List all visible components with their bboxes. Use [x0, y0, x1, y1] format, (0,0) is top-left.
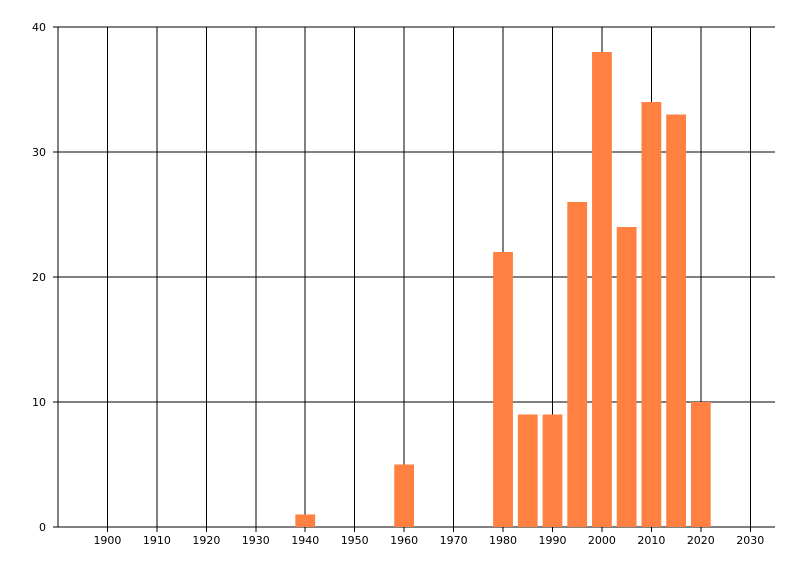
x-tick-label: 1980: [489, 534, 517, 547]
x-tick-label: 1970: [440, 534, 468, 547]
x-tick-label: 1950: [341, 534, 369, 547]
y-tick-label: 10: [32, 396, 46, 409]
x-tick-label: 2010: [637, 534, 665, 547]
bar: [493, 252, 513, 527]
x-tick-label: 2020: [687, 534, 715, 547]
bar: [690, 402, 711, 527]
x-tick-label: 1900: [93, 534, 121, 547]
y-tick-label: 40: [32, 21, 46, 34]
x-tick-label: 1920: [192, 534, 220, 547]
x-tick-label: 1910: [143, 534, 171, 547]
x-tick-label: 1930: [242, 534, 270, 547]
bar: [295, 514, 316, 527]
bar: [542, 414, 563, 527]
y-tick-label: 0: [39, 521, 46, 534]
y-tick-label: 20: [32, 271, 46, 284]
x-tick-label: 2030: [736, 534, 764, 547]
bar: [592, 52, 612, 527]
bar: [394, 464, 415, 527]
y-tick-label: 30: [32, 146, 46, 159]
bar: [616, 227, 637, 527]
x-tick-label: 1960: [390, 534, 418, 547]
bar: [666, 114, 686, 527]
bar: [641, 102, 662, 527]
x-tick-label: 2000: [588, 534, 616, 547]
bar: [517, 414, 538, 527]
bar: [567, 202, 588, 527]
x-tick-label: 1990: [538, 534, 566, 547]
x-tick-label: 1940: [291, 534, 319, 547]
